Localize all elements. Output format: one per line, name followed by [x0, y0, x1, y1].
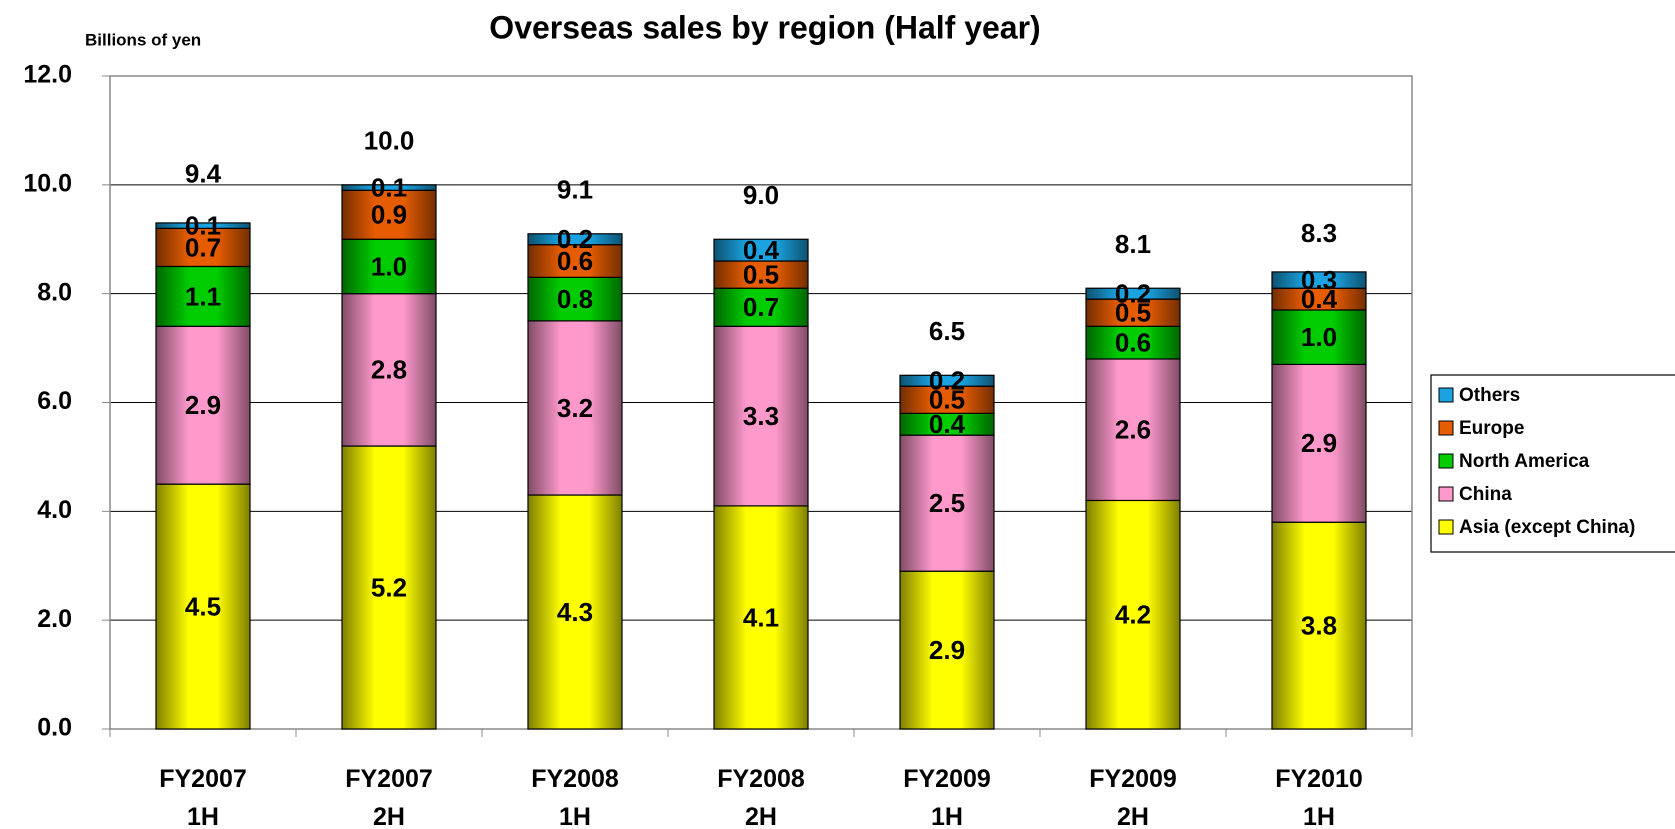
total-label: 9.4: [185, 158, 222, 188]
segment-label: 4.1: [743, 602, 779, 632]
legend-label: Europe: [1459, 418, 1524, 439]
segment-label: 0.5: [743, 259, 779, 289]
segment-label: 0.5: [929, 385, 965, 415]
x-tick-label-line: 2H: [745, 803, 777, 829]
x-tick-label-line: FY2009: [1089, 765, 1177, 793]
segment-label: 0.6: [1115, 328, 1151, 358]
segment-label: 2.6: [1115, 415, 1151, 445]
x-tick-label: FY2009 1H: [903, 765, 991, 829]
y-tick-label: 0.0: [37, 714, 72, 742]
x-tick-label-line: 1H: [931, 803, 963, 829]
y-tick-label: 12.0: [23, 61, 72, 89]
segment-label: 0.4: [929, 409, 966, 439]
segment-label: 0.7: [743, 292, 779, 322]
x-tick-label: FY2010 1H: [1275, 765, 1363, 829]
y-tick-label: 2.0: [37, 605, 72, 633]
segment-label: 1.0: [1301, 322, 1337, 352]
legend-swatch: [1438, 519, 1454, 535]
segment-label: 0.1: [185, 211, 221, 241]
x-tick-label: FY2008 2H: [717, 765, 805, 829]
x-tick-label-line: 1H: [187, 803, 219, 829]
segment-label: 3.3: [743, 401, 779, 431]
x-tick-label-line: 1H: [559, 803, 591, 829]
segment-label: 0.2: [1115, 279, 1151, 309]
x-tick-label-line: 2H: [373, 803, 405, 829]
segment-label: 4.5: [185, 591, 221, 621]
x-tick-label-line: FY2008: [717, 765, 805, 793]
segment-label: 0.4: [743, 235, 780, 265]
segment-label: 0.4: [1301, 284, 1338, 314]
legend-label: Asia (except China): [1459, 517, 1635, 538]
segment-label: 1.1: [185, 281, 221, 311]
segment-label: 0.9: [371, 200, 407, 230]
segment-label: 2.9: [1301, 428, 1337, 458]
x-tick-label-line: FY2009: [903, 765, 991, 793]
legend-label: North America: [1459, 451, 1590, 472]
legend-swatch: [1438, 420, 1454, 436]
segment-label: 2.5: [929, 488, 965, 518]
x-tick-label: FY2009 2H: [1089, 765, 1177, 829]
segment-label: 0.7: [185, 232, 221, 262]
legend-box: [1430, 374, 1675, 553]
segment-label: 4.2: [1115, 600, 1151, 630]
legend-swatch: [1438, 453, 1454, 469]
x-tick-label-line: FY2007: [159, 765, 247, 793]
y-tick-label: 6.0: [37, 387, 72, 415]
y-tick-label: 4.0: [37, 496, 72, 524]
total-label: 9.1: [557, 175, 593, 205]
x-tick-label-line: FY2010: [1275, 765, 1363, 793]
segment-label: 2.8: [371, 355, 407, 385]
x-tick-label: FY2007 2H: [345, 765, 433, 829]
legend-swatch: [1438, 486, 1454, 502]
legend-label: Others: [1459, 385, 1520, 406]
y-tick-label: 8.0: [37, 278, 72, 306]
segment-label: 2.9: [185, 390, 221, 420]
total-label: 10.0: [364, 126, 415, 156]
segment-label: 0.2: [929, 366, 965, 396]
segment-label: 0.2: [557, 224, 593, 254]
x-tick-label: FY2008 1H: [531, 765, 619, 829]
x-tick-label: FY2007 1H: [159, 765, 247, 829]
segment-label: 0.6: [557, 246, 593, 276]
segment-label: 2.9: [929, 635, 965, 665]
legend-label: China: [1459, 484, 1512, 505]
segment-label: 0.1: [371, 172, 407, 202]
total-label: 6.5: [929, 316, 965, 346]
segment-label: 1.0: [371, 251, 407, 281]
x-tick-label-line: 2H: [1117, 803, 1149, 829]
x-tick-label-line: FY2008: [531, 765, 619, 793]
segment-label: 0.8: [557, 284, 593, 314]
x-tick-label-line: 1H: [1303, 803, 1335, 829]
total-label: 8.1: [1115, 229, 1151, 259]
segment-label: 0.5: [1115, 298, 1151, 328]
x-tick-label-line: FY2007: [345, 765, 433, 793]
total-label: 9.0: [743, 180, 779, 210]
total-label: 8.3: [1301, 218, 1337, 248]
chart-title: Overseas sales by region (Half year): [489, 9, 1040, 45]
segment-label: 4.3: [557, 597, 593, 627]
legend-swatch: [1438, 387, 1454, 403]
segment-label: 5.2: [371, 572, 407, 602]
segment-label: 3.2: [557, 393, 593, 423]
y-axis-label: Billions of yen: [85, 30, 201, 49]
segment-label: 0.3: [1301, 265, 1337, 295]
y-tick-label: 10.0: [23, 169, 72, 197]
segment-label: 3.8: [1301, 610, 1337, 640]
